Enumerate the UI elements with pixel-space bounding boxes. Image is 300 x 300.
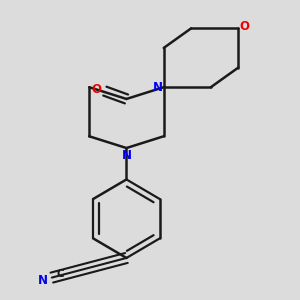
Text: N: N <box>38 274 48 287</box>
Text: O: O <box>239 20 249 33</box>
Text: O: O <box>91 83 101 96</box>
Text: N: N <box>153 81 163 94</box>
Text: C: C <box>57 269 64 280</box>
Text: N: N <box>122 148 131 162</box>
